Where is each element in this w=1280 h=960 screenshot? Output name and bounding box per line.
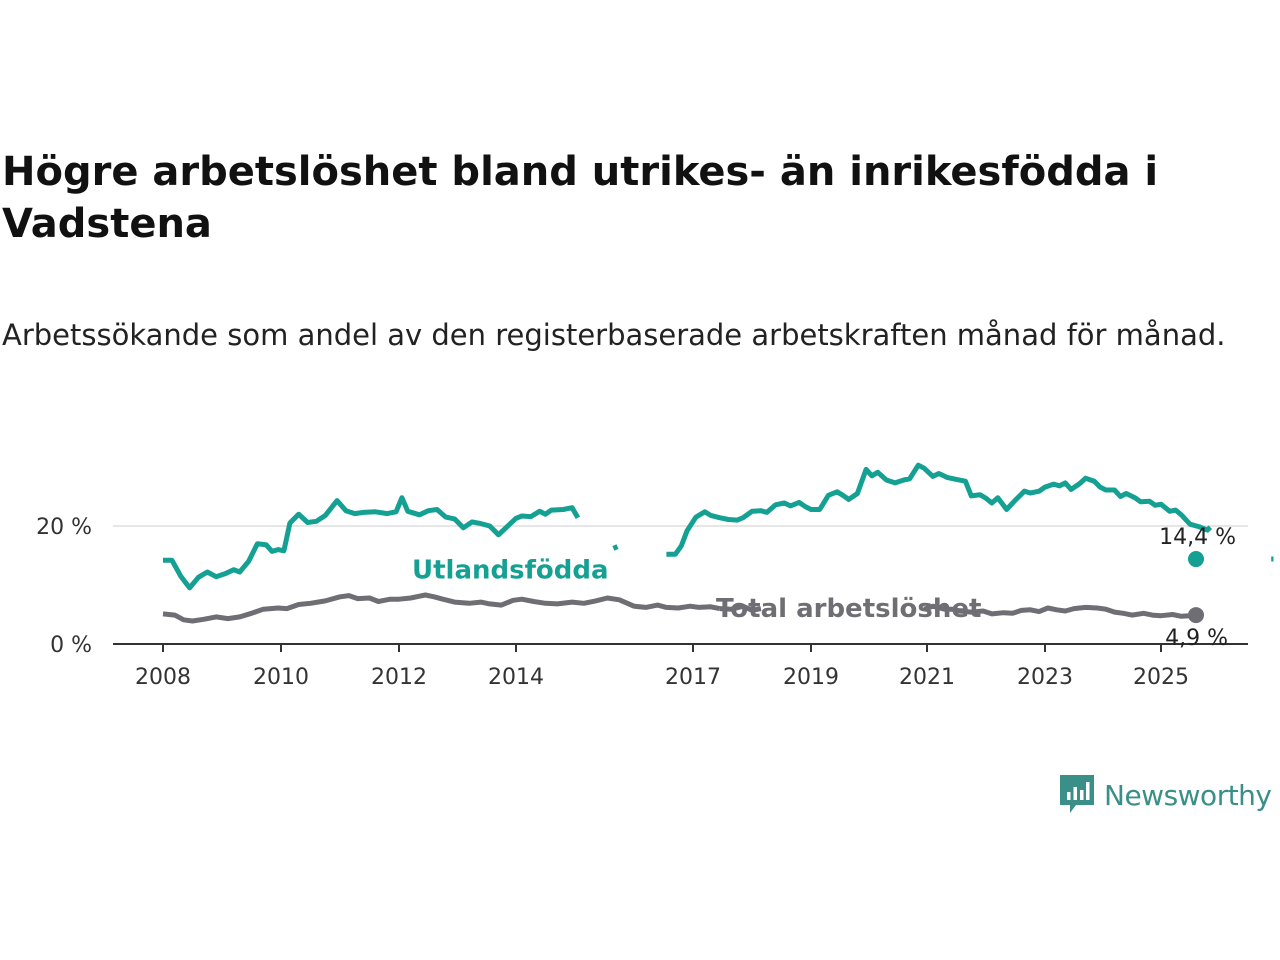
chart-subtitle: Arbetssökande som andel av den registerb… <box>2 318 1226 352</box>
series-line <box>162 592 721 624</box>
series-line <box>163 495 581 591</box>
x-axis-ticks: 2008 2010 2012 2014 2017 2019 2021 2023 2025 <box>135 644 1189 690</box>
brand-name: Newsworthy <box>1104 778 1272 812</box>
x-tick-label: 2012 <box>371 665 427 690</box>
series-end-point <box>1188 551 1204 568</box>
series-name-label: Utlandsfödda <box>412 555 609 585</box>
end-value-label: 14,4 % <box>1159 525 1236 550</box>
x-tick-label: 2025 <box>1133 665 1189 690</box>
bar-chart-icon <box>1060 775 1094 813</box>
series-lines <box>162 462 1274 624</box>
series-end-point <box>1188 607 1204 624</box>
chart-title: Högre arbetslöshet bland utrikes- än inr… <box>2 149 1159 247</box>
series-labels: Utlandsfödda Total arbetslöshet 14,4 % 4,9 … <box>412 525 1236 651</box>
end-value-label: 4,9 % <box>1165 626 1228 651</box>
x-tick-label: 2019 <box>783 665 839 690</box>
x-tick-label: 2021 <box>899 665 955 690</box>
x-tick-label: 2010 <box>253 665 309 690</box>
x-tick-label: 2017 <box>665 665 721 690</box>
line-chart: 0 % 20 % 2008 2010 2012 2014 2017 2019 2021 2023… <box>36 462 1274 690</box>
series-line <box>612 544 619 551</box>
series-line <box>666 462 1213 557</box>
newsworthy-logo: Newsworthy <box>1058 772 1272 818</box>
series-name-label: Total arbetslöshet <box>716 594 981 624</box>
y-tick-label: 20 % <box>36 515 92 540</box>
x-tick-label: 2023 <box>1017 665 1073 690</box>
y-axis-ticks: 0 % 20 % <box>36 515 92 658</box>
y-tick-label: 0 % <box>50 633 92 658</box>
series-line <box>923 603 1199 619</box>
x-tick-label: 2008 <box>135 665 191 690</box>
x-tick-label: 2014 <box>488 665 544 690</box>
series-line <box>719 603 762 613</box>
